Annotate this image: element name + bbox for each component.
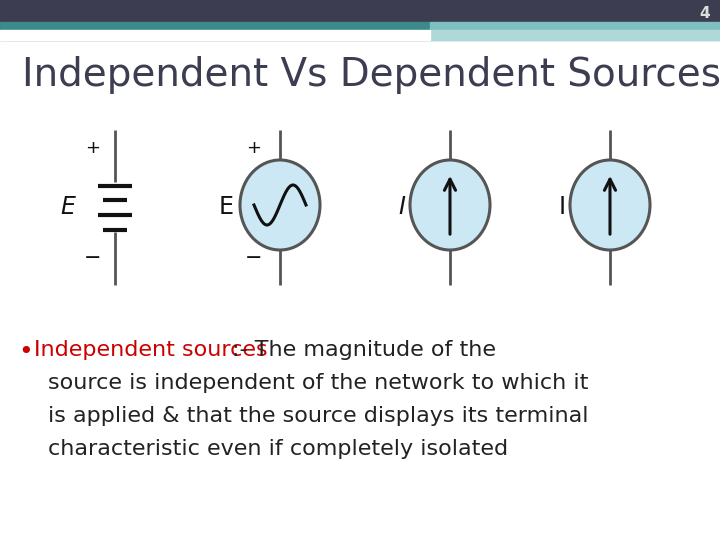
Bar [0,30,430,40]
Text: is applied & that the source displays its terminal: is applied & that the source displays it… [48,406,588,426]
Text: −: − [84,248,102,268]
Text: characteristic even if completely isolated: characteristic even if completely isolat… [48,439,508,459]
Text: I: I [559,195,566,219]
Text: :- The magnitude of the: :- The magnitude of the [232,340,496,360]
Text: $E$: $E$ [60,195,77,219]
Text: −: − [246,248,263,268]
Bar [430,30,720,40]
Ellipse shape [410,160,490,250]
Text: $I$: $I$ [397,195,406,219]
Text: Independent Vs Dependent Sources: Independent Vs Dependent Sources [22,56,720,94]
Text: +: + [86,139,101,157]
Bar [0,0,720,22]
Bar [430,22,720,40]
Text: source is independent of the network to which it: source is independent of the network to … [48,373,588,393]
Text: +: + [246,139,261,157]
Text: •: • [18,340,32,364]
Text: 4: 4 [699,6,710,22]
Text: E: E [219,195,234,219]
Ellipse shape [240,160,320,250]
Text: Independent sources: Independent sources [34,340,268,360]
Bar [0,22,430,40]
Ellipse shape [570,160,650,250]
